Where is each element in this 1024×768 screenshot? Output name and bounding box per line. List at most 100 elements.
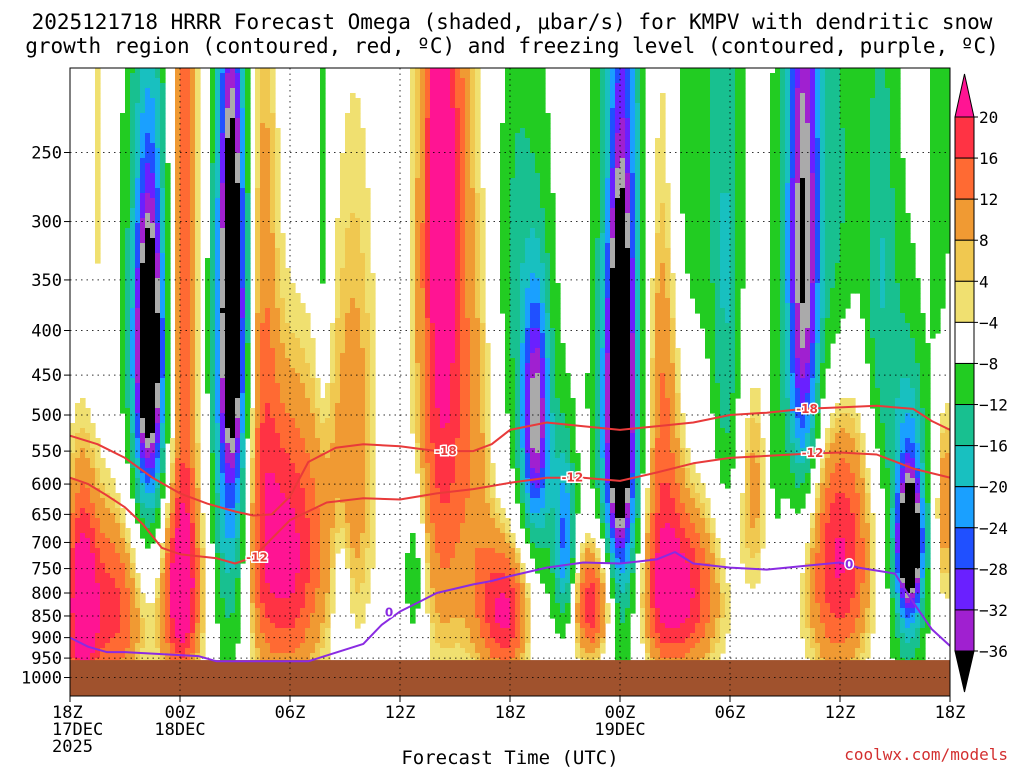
omega-cell [165,608,171,614]
omega-cell [340,408,346,414]
omega-cell [190,113,196,119]
omega-cell [310,593,316,599]
omega-cell [185,198,191,204]
omega-cell [305,563,311,569]
omega-cell [240,233,246,239]
omega-cell [140,483,146,489]
omega-cell [130,553,136,559]
omega-cell [80,643,86,649]
omega-cell [325,478,331,484]
omega-cell [345,403,351,409]
omega-cell [195,258,201,264]
omega-cell [315,378,321,384]
omega-cell [190,503,196,509]
omega-cell [235,258,241,264]
omega-cell [145,128,151,134]
omega-cell [270,498,276,504]
omega-cell [120,303,126,309]
omega-cell [240,493,246,499]
omega-cell [80,523,86,529]
omega-cell [130,73,136,79]
omega-cell [85,428,91,434]
omega-cell [305,628,311,634]
omega-cell [275,458,281,464]
omega-cell [210,533,216,539]
omega-cell [290,448,296,454]
omega-cell [185,78,191,84]
omega-cell [235,278,241,284]
omega-cell [215,308,221,314]
omega-cell [110,608,116,614]
omega-cell [160,558,166,564]
omega-cell [195,618,201,624]
omega-cell [350,108,356,114]
omega-cell [230,478,236,484]
omega-cell [120,123,126,129]
omega-cell [275,363,281,369]
omega-cell [165,373,171,379]
omega-cell [315,403,321,409]
omega-cell [160,278,166,284]
omega-cell [160,128,166,134]
omega-cell [240,443,246,449]
omega-cell [165,268,171,274]
omega-cell [260,253,266,259]
omega-cell [175,643,181,649]
omega-cell [225,623,231,629]
omega-cell [230,118,236,124]
omega-cell [225,413,231,419]
omega-cell [165,303,171,309]
omega-cell [280,318,286,324]
omega-cell [240,248,246,254]
omega-cell [160,273,166,279]
omega-cell [180,628,186,634]
omega-cell [70,553,76,559]
omega-cell [280,458,286,464]
omega-cell [230,98,236,104]
omega-cell [80,588,86,594]
omega-cell [190,613,196,619]
omega-cell [170,568,176,574]
omega-cell [320,583,326,589]
omega-cell [155,208,161,214]
omega-cell [265,108,271,114]
omega-cell [125,428,131,434]
omega-cell [225,73,231,79]
omega-cell [260,348,266,354]
omega-cell [150,158,156,164]
omega-cell [345,363,351,369]
omega-cell [70,643,76,649]
omega-cell [150,483,156,489]
omega-cell [265,208,271,214]
omega-cell [195,73,201,79]
omega-cell [295,458,301,464]
omega-cell [220,138,226,144]
omega-cell [100,538,106,544]
omega-cell [345,508,351,514]
omega-cell [150,388,156,394]
omega-cell [90,583,96,589]
omega-cell [215,303,221,309]
omega-cell [215,313,221,319]
omega-cell [90,578,96,584]
omega-cell [170,633,176,639]
omega-cell [170,553,176,559]
omega-cell [320,488,326,494]
omega-cell [190,583,196,589]
omega-cell [175,383,181,389]
omega-cell [310,578,316,584]
omega-cell [145,108,151,114]
omega-cell [235,198,241,204]
omega-cell [235,103,241,109]
omega-cell [255,423,261,429]
omega-cell [310,338,316,344]
omega-cell [230,443,236,449]
omega-cell [125,598,131,604]
omega-cell [165,588,171,594]
omega-cell [285,628,291,634]
omega-cell [235,273,241,279]
omega-cell [120,553,126,559]
omega-cell [240,173,246,179]
omega-cell [140,503,146,509]
omega-cell [195,233,201,239]
